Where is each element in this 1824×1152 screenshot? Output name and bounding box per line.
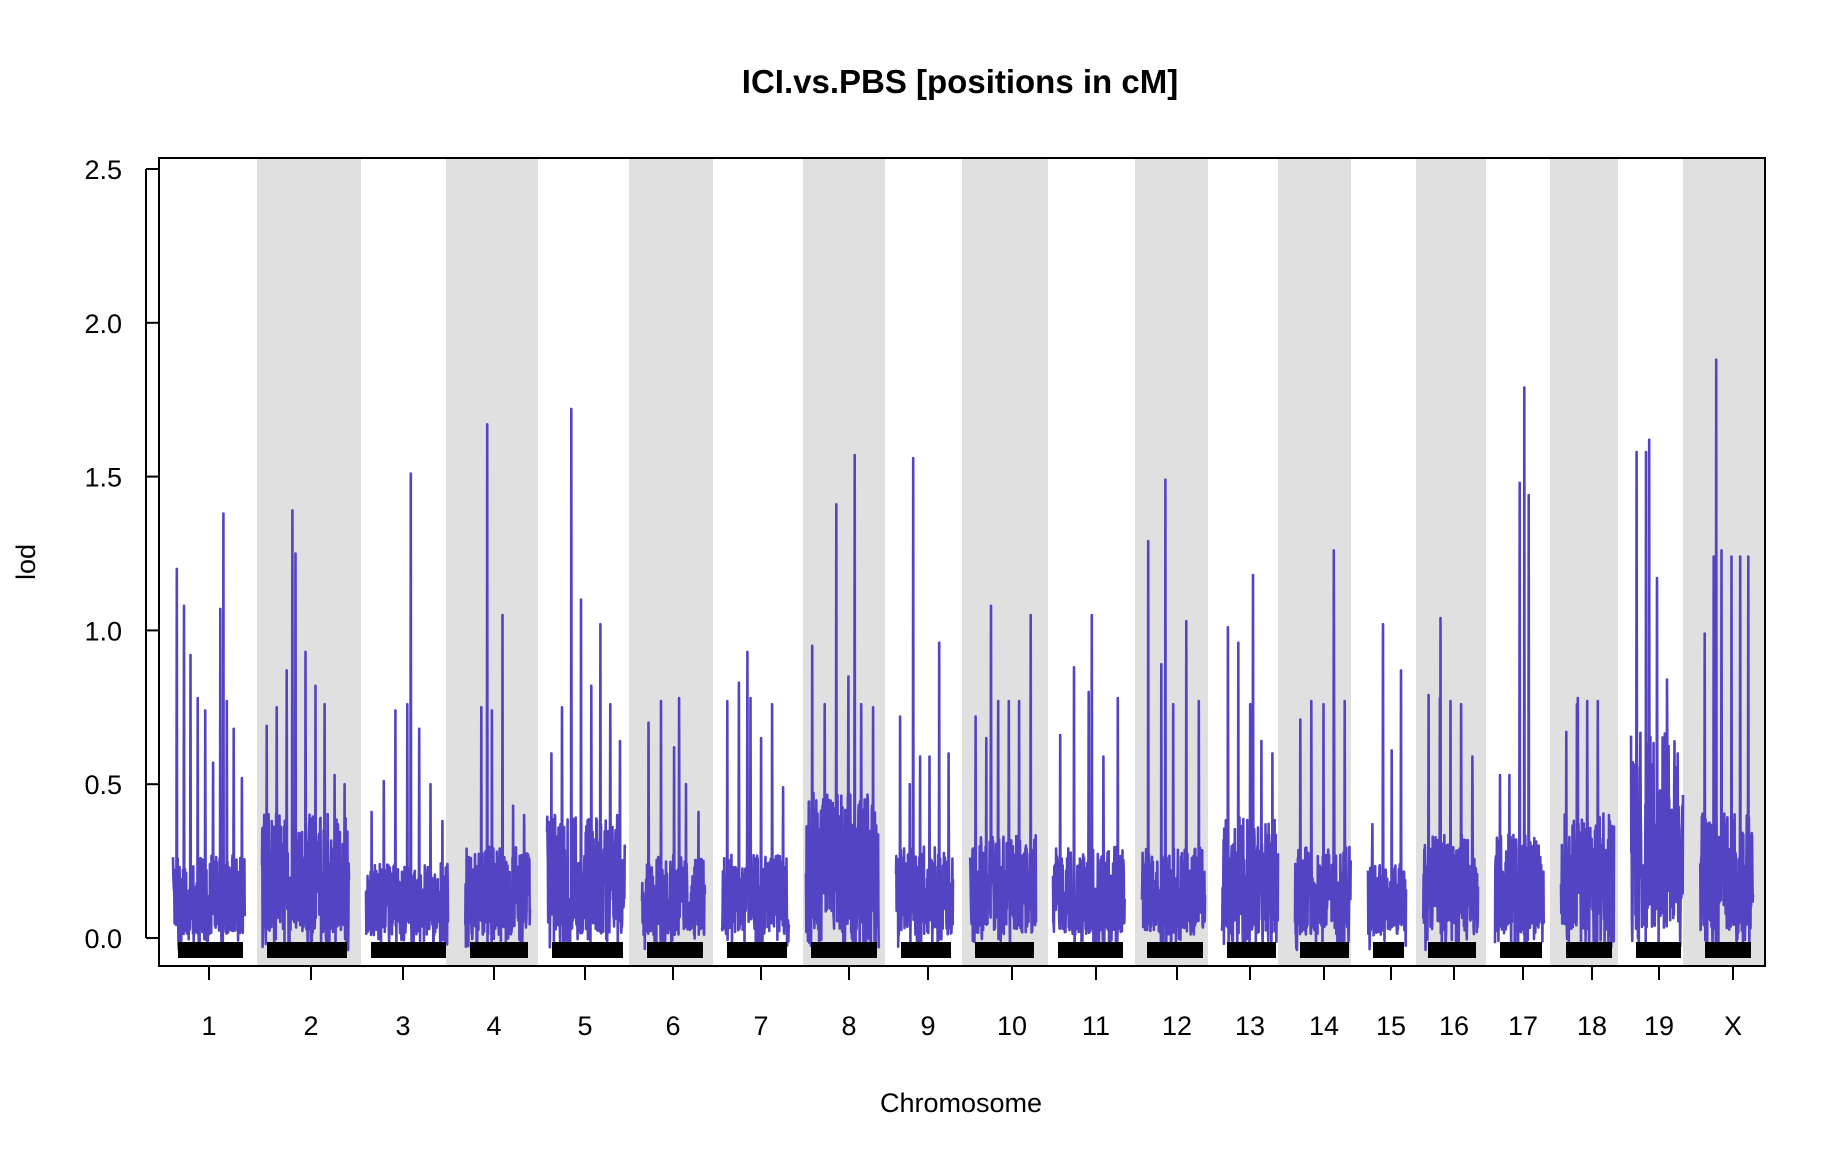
y-tick-label-0.5: 0.5 [84,770,122,800]
lod-line-chr-2 [260,509,351,952]
rug-chr-14 [1300,942,1349,958]
lod-line-chr-11 [1051,613,1127,952]
x-tick-label-2: 2 [303,1011,318,1041]
rug-chr-11 [1058,942,1123,958]
x-tick-label-X: X [1724,1011,1742,1041]
y-tick-label-0.0: 0.0 [84,924,122,954]
lod-line-chr-19 [1629,438,1685,948]
lod-line-chr-7 [720,650,791,951]
rug-chr-16 [1428,942,1476,958]
rug-chr-12 [1147,942,1203,958]
rug-chr-18 [1566,942,1612,958]
lod-line-chr-12 [1140,478,1207,948]
rug-chr-4 [470,942,528,958]
x-tick-label-11: 11 [1082,1011,1110,1041]
rug-chr-3 [371,942,446,958]
rug-chr-6 [647,942,703,958]
rug-chr-10 [975,942,1034,958]
x-axis-label: Chromosome [880,1088,1042,1118]
y-tick-label-2.5: 2.5 [84,155,122,185]
lod-line-chr-5 [545,407,627,951]
rug-chr-19 [1636,942,1681,958]
lod-line-chr-X [1698,358,1755,952]
lod-line-chr-18 [1559,696,1616,950]
lod-line-chr-15 [1366,622,1408,951]
x-tick-label-15: 15 [1376,1011,1406,1041]
marker-rugs [178,942,1751,958]
x-tick-label-16: 16 [1439,1011,1469,1041]
y-axis-label: lod [11,544,41,580]
x-tick-label-5: 5 [577,1011,592,1041]
rug-chr-2 [267,942,347,958]
lod-line-chr-14 [1293,549,1353,952]
x-tick-label-18: 18 [1577,1011,1607,1041]
rug-chr-15 [1373,942,1404,958]
rug-chr-9 [901,942,951,958]
lod-line-chr-6 [640,696,707,951]
x-tick-label-19: 19 [1644,1011,1674,1041]
x-tick-label-3: 3 [395,1011,410,1041]
rug-chr-1 [178,942,243,958]
lod-line-chr-3 [364,472,450,949]
rug-chr-X [1705,942,1751,958]
x-tick-label-10: 10 [997,1011,1027,1041]
x-tick-label-13: 13 [1235,1011,1265,1041]
lod-line-chr-17 [1493,386,1546,952]
x-tick-label-12: 12 [1162,1011,1192,1041]
rug-chr-8 [811,942,877,958]
lod-line-chr-8 [804,453,881,951]
x-axis: 1 2 3 4 5 6 7 8 9 10 11 12 13 14 15 16 17 18 19 X [201,966,1742,1041]
y-tick-label-2.0: 2.0 [84,309,122,339]
x-tick-label-4: 4 [486,1011,501,1041]
plot-frame [158,157,1766,967]
y-tick-label-1.0: 1.0 [84,616,122,646]
band-chr-15 [1278,158,1351,966]
lod-line-chr-9 [894,456,955,949]
lod-line-chr-16 [1421,616,1480,952]
y-tick-label-1.5: 1.5 [84,463,122,493]
x-tick-label-9: 9 [920,1011,935,1041]
rug-chr-13 [1227,942,1276,958]
y-axis: 0.0 0.5 1.0 1.5 2.0 2.5 [84,155,159,954]
lod-line-chr-1 [171,512,247,952]
band-chr-13 [1135,158,1208,966]
lod-series [171,358,1755,952]
chart-title: ICI.vs.PBS [positions in cM] [742,63,1178,100]
x-tick-label-1: 1 [201,1011,216,1041]
band-chr-6 [629,158,713,966]
x-tick-label-6: 6 [665,1011,680,1041]
lod-line-chr-4 [463,423,532,950]
rug-chr-5 [552,942,623,958]
x-tick-label-14: 14 [1309,1011,1339,1041]
x-tick-label-7: 7 [753,1011,768,1041]
rug-chr-17 [1500,942,1542,958]
x-tick-label-8: 8 [841,1011,856,1041]
x-tick-label-17: 17 [1508,1011,1538,1041]
lod-line-chr-10 [968,604,1038,950]
lod-line-chr-13 [1220,573,1280,952]
rug-chr-7 [727,942,787,958]
